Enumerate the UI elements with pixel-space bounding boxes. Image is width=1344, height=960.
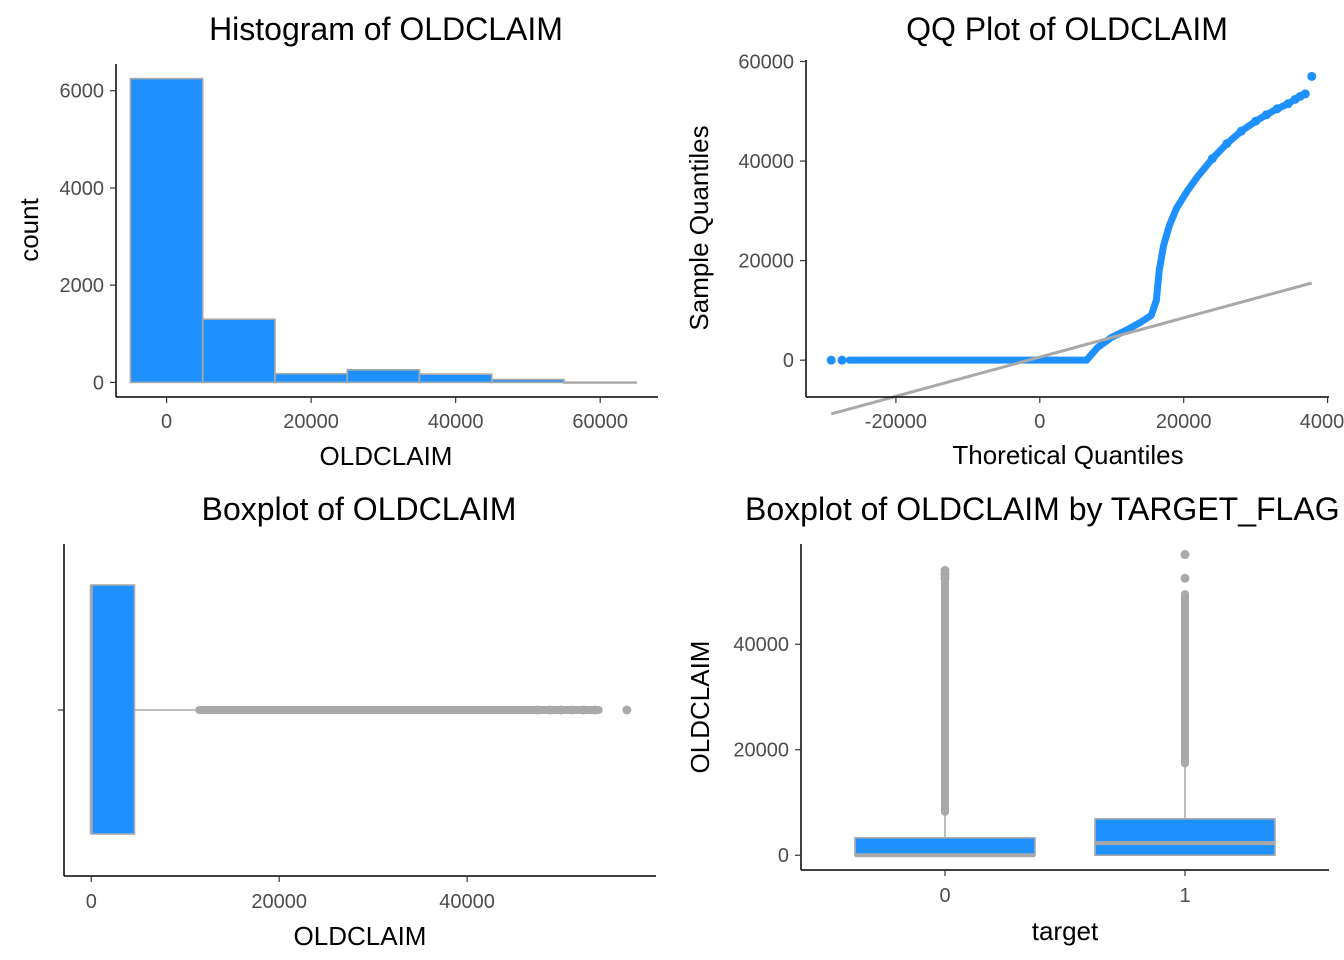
boxplot-x-tick-label: 0 bbox=[86, 891, 97, 913]
histogram-ticks: 0 20000 40000 60000 0 2000 4000 6000 bbox=[60, 81, 628, 433]
qqplot-ticks: -20000 0 20000 40000 0 20000 40000 60000 bbox=[738, 51, 1344, 433]
boxplot-target-title: Boxplot of OLDCLAIM by TARGET_FLAG bbox=[745, 491, 1340, 527]
qqplot-reference-line bbox=[830, 281, 1313, 416]
histogram-bar bbox=[274, 372, 349, 384]
histogram-x-tick-label: 60000 bbox=[572, 411, 628, 433]
boxplot-target-panel: Boxplot of OLDCLAIM by TARGET_FLAG 0 1020… bbox=[685, 491, 1340, 946]
boxplot-x-tick-label: 20000 bbox=[251, 891, 307, 913]
boxplot-outlier-point bbox=[622, 705, 632, 715]
boxplot-target-x-tick-label: 0 bbox=[939, 885, 950, 907]
qqplot-point bbox=[837, 355, 847, 365]
qqplot-title: QQ Plot of OLDCLAIM bbox=[906, 11, 1228, 47]
boxplot-target-x-title: target bbox=[1032, 916, 1099, 946]
boxplot-target-outlier-point bbox=[1180, 573, 1190, 583]
qqplot-point bbox=[1261, 110, 1271, 120]
histogram-y-tick-label: 4000 bbox=[60, 178, 105, 200]
boxplot-x-title: OLDCLAIM bbox=[294, 921, 427, 951]
qqplot-x-title: Thoretical Quantiles bbox=[952, 440, 1183, 470]
boxplot-target-box bbox=[854, 837, 1036, 857]
qqplot-x-tick-label: 20000 bbox=[1156, 411, 1212, 433]
boxplot-box bbox=[90, 584, 136, 835]
boxplot-outlier-point bbox=[590, 705, 600, 715]
boxplot-target-ticks: 0 1 0 20000 40000 bbox=[733, 634, 1190, 907]
qqplot-point bbox=[1272, 104, 1282, 114]
histogram-y-tick-label: 0 bbox=[93, 372, 104, 394]
qqplot-y-tick-label: 0 bbox=[783, 350, 794, 372]
histogram-bar bbox=[563, 381, 638, 384]
histogram-bar bbox=[490, 378, 565, 384]
boxplot-outlier-point bbox=[566, 705, 576, 715]
histogram-x-tick-label: 0 bbox=[161, 411, 172, 433]
histogram-y-tick-label: 2000 bbox=[60, 275, 105, 297]
histogram-bar bbox=[346, 368, 421, 384]
qqplot-x-tick-label: 0 bbox=[1034, 411, 1045, 433]
qqplot-point bbox=[826, 355, 836, 365]
histogram-x-title: OLDCLAIM bbox=[320, 441, 453, 471]
histogram-panel: Histogram of OLDCLAIM 0 20000 40000 60000 0 2… bbox=[14, 11, 658, 471]
qqplot-sample-curve bbox=[845, 90, 1309, 364]
boxplot-target-outlier-point bbox=[1180, 550, 1190, 560]
boxplot-outlier-point bbox=[545, 705, 555, 715]
boxplot-target-box bbox=[1094, 818, 1276, 857]
qqplot-x-tick-label: 40000 bbox=[1300, 411, 1344, 433]
histogram-y-tick-label: 6000 bbox=[60, 81, 105, 103]
boxplot-target-y-tick-label: 20000 bbox=[733, 740, 789, 762]
histogram-bar bbox=[418, 373, 493, 384]
histogram-y-title: count bbox=[14, 197, 44, 261]
qqplot-x-tick-label: -20000 bbox=[865, 411, 927, 433]
qqplot-point bbox=[1207, 154, 1217, 164]
boxplot-x-tick-label: 40000 bbox=[439, 891, 495, 913]
boxplot-outlier-point bbox=[556, 705, 566, 715]
histogram-bar bbox=[201, 318, 276, 384]
qqplot-point bbox=[1251, 116, 1261, 126]
boxplot-target-marks bbox=[854, 550, 1276, 858]
qqplot-point bbox=[1283, 99, 1293, 109]
boxplot-outlier-point bbox=[533, 705, 543, 715]
qqplot-marks bbox=[826, 71, 1317, 416]
qqplot-point bbox=[1300, 89, 1310, 99]
qqplot-y-tick-label: 40000 bbox=[738, 151, 794, 173]
qqplot-point bbox=[1222, 139, 1232, 149]
boxplot-title: Boxplot of OLDCLAIM bbox=[202, 491, 517, 527]
qqplot-y-title: Sample Quantiles bbox=[684, 125, 714, 330]
histogram-x-tick-label: 40000 bbox=[428, 411, 484, 433]
boxplot-target-outlier-point bbox=[940, 565, 950, 575]
boxplot-marks bbox=[89, 584, 632, 835]
boxplot-target-y-tick-label: 0 bbox=[778, 845, 789, 867]
boxplot-target-y-title: OLDCLAIM bbox=[685, 641, 715, 774]
qqplot-panel: QQ Plot of OLDCLAIM -20000 0 20000 40000 0 20… bbox=[684, 11, 1344, 470]
qqplot-y-tick-label: 20000 bbox=[738, 251, 794, 273]
qqplot-y-tick-label: 60000 bbox=[738, 51, 794, 73]
histogram-x-tick-label: 20000 bbox=[283, 411, 339, 433]
histogram-bar bbox=[129, 77, 204, 384]
histogram-bars bbox=[129, 77, 638, 384]
qqplot-point bbox=[1307, 71, 1317, 81]
qqplot-point bbox=[1236, 126, 1246, 136]
boxplot-outlier-point bbox=[579, 705, 589, 715]
boxplot-panel: Boxplot of OLDCLAIM 0 20000 40000 OLDCLAIM bbox=[58, 491, 656, 951]
boxplot-target-x-tick-label: 1 bbox=[1179, 885, 1190, 907]
histogram-title: Histogram of OLDCLAIM bbox=[209, 11, 563, 47]
boxplot-target-y-tick-label: 40000 bbox=[733, 634, 789, 656]
boxplot-ticks: 0 20000 40000 bbox=[86, 876, 495, 913]
